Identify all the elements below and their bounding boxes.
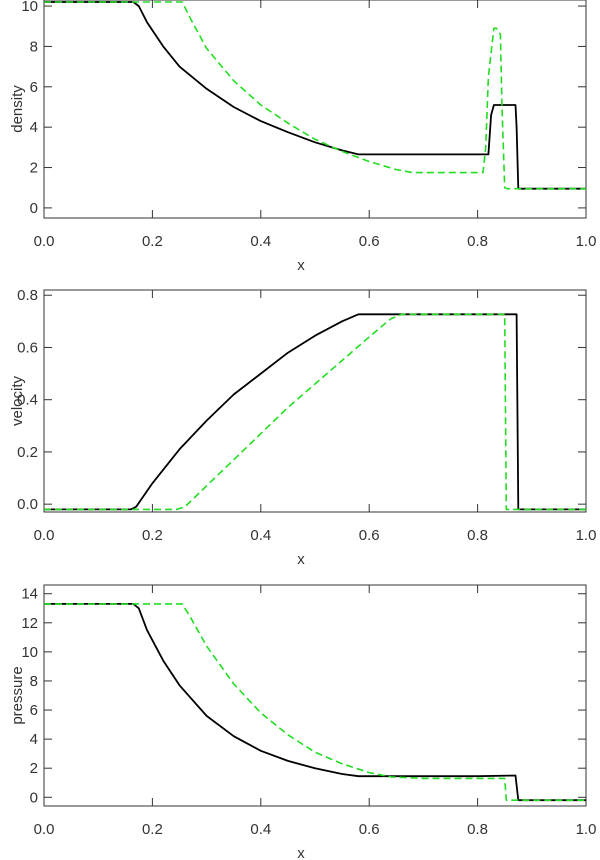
velocity-y-tick-label: 0.0 (17, 496, 38, 513)
pressure-x-axis-label: x (297, 845, 305, 860)
density-y-tick-label: 2 (30, 160, 38, 177)
density-panel: 0.0 0.2 0.4 0.6 0.8 1.0 0 2 4 6 8 10 x density (9, 0, 596, 274)
density-x-tick-label: 1.0 (576, 233, 597, 250)
density-y-tick-label: 8 (30, 38, 38, 55)
density-x-tick-label: 0.0 (34, 233, 55, 250)
velocity-x-tick-label: 1.0 (576, 527, 597, 544)
pressure-y-axis-label: pressure (9, 666, 26, 724)
pressure-y-tick-label: 4 (30, 731, 38, 748)
velocity-solid-series-line (44, 313, 586, 511)
pressure-plot-frame (43, 584, 587, 807)
density-y-tick-label: 4 (30, 119, 38, 136)
density-solid-series-line (44, 1, 586, 190)
velocity-plot-frame (43, 289, 587, 513)
pressure-panel: 0.0 0.2 0.4 0.6 0.8 1.0 0 2 4 6 8 10 12 14 x pressure (9, 584, 597, 860)
pressure-y-tick-label: 0 (30, 789, 38, 806)
density-y-tick-label: 6 (30, 79, 38, 96)
velocity-y-tick-label: 0.4 (17, 392, 38, 409)
pressure-dashed-series-line (44, 603, 586, 802)
velocity-y-tick-label: 0.6 (17, 339, 38, 356)
density-y-axis-label: density (9, 85, 26, 133)
density-x-axis-label: x (297, 257, 305, 274)
pressure-x-tick-label: 0.8 (467, 821, 488, 838)
velocity-dashed-series-line (44, 313, 586, 511)
velocity-x-axis-label: x (297, 551, 305, 568)
pressure-x-tick-label: 1.0 (576, 821, 597, 838)
pressure-x-tick-label: 0.6 (359, 821, 380, 838)
velocity-x-tick-label: 0.6 (359, 527, 380, 544)
pressure-x-tick-label: 0.0 (34, 821, 55, 838)
density-dashed-series-line (44, 1, 586, 190)
density-plot-frame (43, 0, 587, 219)
pressure-y-tick-label: 8 (30, 673, 38, 690)
pressure-y-tick-label: 10 (21, 644, 38, 661)
pressure-y-tick-label: 2 (30, 760, 38, 777)
pressure-solid-series-line (44, 603, 586, 802)
density-x-tick-label: 0.8 (467, 233, 488, 250)
pressure-x-tick-label: 0.2 (142, 821, 163, 838)
density-x-tick-label: 0.4 (250, 233, 271, 250)
velocity-y-axis-label: velocity (9, 375, 26, 426)
velocity-x-tick-label: 0.0 (34, 527, 55, 544)
density-x-tick-label: 0.2 (142, 233, 163, 250)
pressure-y-tick-label: 14 (21, 586, 38, 603)
velocity-panel: 0.0 0.2 0.4 0.6 0.8 1.0 0.0 0.2 0.4 0.6 0.8 x veloci… (9, 287, 596, 568)
pressure-y-tick-label: 12 (21, 615, 38, 632)
velocity-y-tick-label: 0.8 (17, 287, 38, 304)
velocity-x-tick-label: 0.2 (142, 527, 163, 544)
velocity-x-tick-label: 0.4 (250, 527, 271, 544)
velocity-x-tick-label: 0.8 (467, 527, 488, 544)
velocity-y-tick-label: 0.2 (17, 444, 38, 461)
pressure-y-tick-label: 6 (30, 702, 38, 719)
pressure-x-tick-label: 0.4 (250, 821, 271, 838)
density-y-tick-label: 0 (30, 200, 38, 217)
density-x-tick-label: 0.6 (359, 233, 380, 250)
density-y-tick-label: 10 (21, 0, 38, 15)
